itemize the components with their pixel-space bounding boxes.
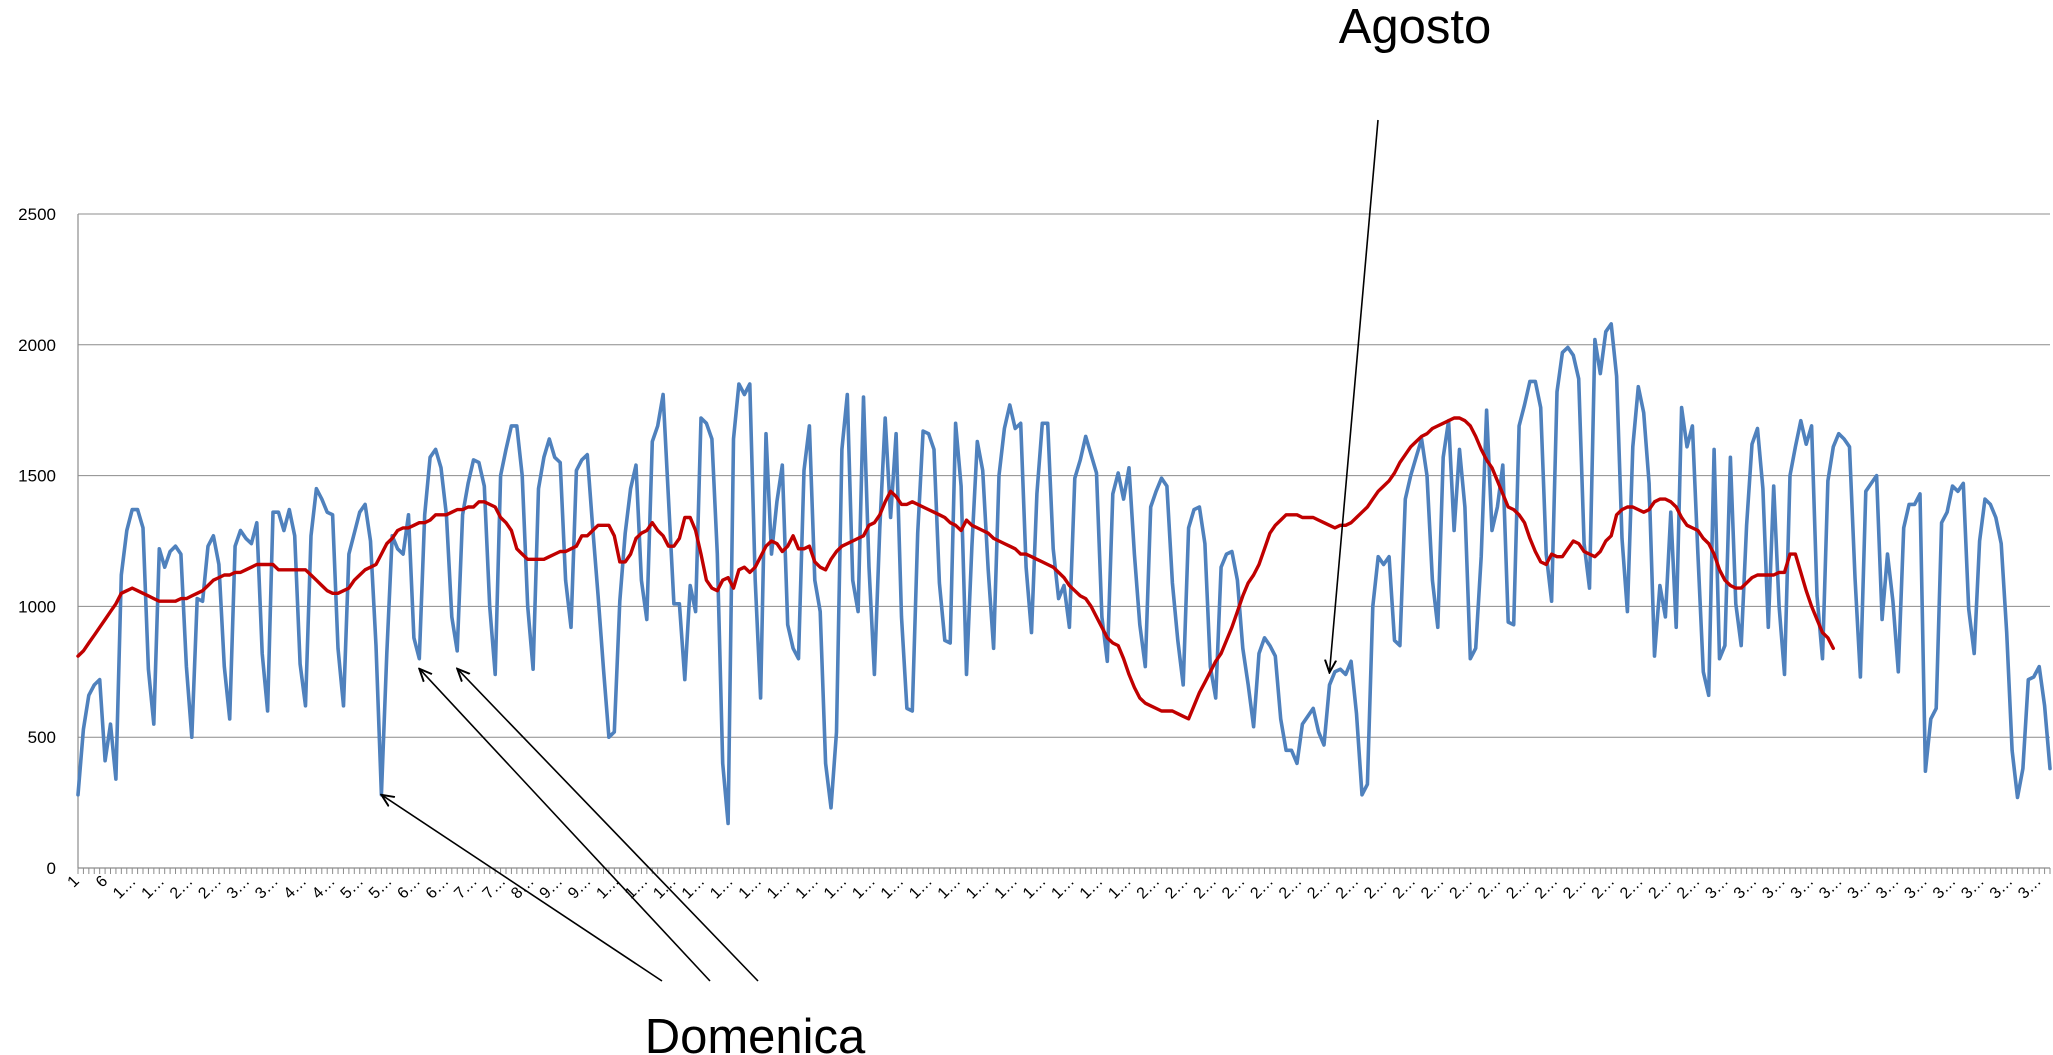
series-line-daily [76,322,2052,826]
x-tick-label: 4… [281,873,311,903]
x-tick-label: 9… [537,873,567,903]
grid-lines [78,213,2050,869]
x-tick-label: 1… [793,873,823,903]
x-tick-label: 2… [1134,873,1164,903]
x-tick-label: 1… [764,873,794,903]
y-tick-label: 1500 [18,467,56,486]
x-tick-label: 8… [508,873,538,903]
x-tick-label: 3… [1816,873,1846,903]
x-tick-label: 2… [1162,873,1192,903]
axes [77,214,2051,874]
x-tick-label: 2… [1532,873,1562,903]
x-tick-label: 9… [565,873,595,903]
x-tick-label: 2… [1646,873,1676,903]
y-axis-ticks: 0 500 1000 1500 2000 2500 [18,205,56,878]
arrow-domenica [381,795,663,982]
annotation-domenica: Domenica [645,1010,866,1055]
x-tick-label: 1… [736,873,766,903]
x-tick-label: 3… [252,873,282,903]
x-tick-label: 7… [451,873,481,903]
x-tick-label: 1… [906,873,936,903]
x-tick-label: 3… [1759,873,1789,903]
x-tick-label: 1… [622,873,652,903]
x-tick-label: 1… [110,873,140,903]
x-axis-ticks: 1 61…1…2…2…3…3…4…4…5…5…6…6…7…7…8…9…9…1…1…… [65,873,2045,903]
x-tick-label: 3… [1702,873,1732,903]
x-tick-label: 2… [167,873,197,903]
x-tick-label: 5… [338,873,368,903]
x-tick-label: 2… [1447,873,1477,903]
x-tick-label: 3… [1987,873,2017,903]
x-tick-label: 2… [1333,873,1363,903]
x-tick-label: 6… [394,873,424,903]
x-tick-label: 3… [1901,873,1931,903]
x-tick-label: 1… [679,873,709,903]
x-tick-label: 2… [1418,873,1448,903]
x-tick-label: 1… [707,873,737,903]
x-tick-label: 2… [1219,873,1249,903]
x-tick-label: 2… [1304,873,1334,903]
x-tick-label: 2… [1560,873,1590,903]
x-tick-label: 2… [1674,873,1704,903]
y-tick-label: 2500 [18,205,56,224]
arrow-domenica [457,669,759,982]
x-tick-label: 4… [309,873,339,903]
x-tick-label: 2… [1617,873,1647,903]
y-tick-label: 500 [28,728,56,747]
x-tick-label: 1… [1105,873,1135,903]
arrow-agosto [1329,119,1379,673]
arrow-domenica [419,669,711,982]
x-tick-label: 1 [65,873,83,891]
x-tick-label: 3… [1788,873,1818,903]
x-tick-label: 6 [93,873,111,891]
x-tick-label: 2… [1475,873,1505,903]
y-tick-label: 1000 [18,597,56,616]
x-tick-label: 6… [423,873,453,903]
x-tick-label: 3… [224,873,254,903]
x-tick-label: 3… [1958,873,1988,903]
x-tick-label: 3… [1930,873,1960,903]
x-tick-label: 2… [1503,873,1533,903]
x-tick-label: 1… [593,873,623,903]
x-tick-label: 3… [2015,873,2045,903]
series-lines [76,322,2052,826]
x-tick-label: 2… [1589,873,1619,903]
x-tick-label: 2… [1191,873,1221,903]
x-tick-label: 2… [195,873,225,903]
x-tick-label: 1… [1048,873,1078,903]
x-tick-label: 1… [821,873,851,903]
x-tick-label: 1… [1020,873,1050,903]
x-tick-label: 5… [366,873,396,903]
x-tick-label: 2… [1390,873,1420,903]
x-tick-label: 3… [1731,873,1761,903]
annotations: Agosto Domenica [381,0,1491,1055]
x-tick-label: 1… [992,873,1022,903]
x-tick-label: 1… [1077,873,1107,903]
x-tick-label: 1… [963,873,993,903]
annotation-agosto: Agosto [1339,0,1492,54]
x-tick-label: 2… [1276,873,1306,903]
x-tick-label: 3… [1873,873,1903,903]
x-tick-label: 1… [878,873,908,903]
y-tick-label: 0 [47,859,56,878]
y-tick-label: 2000 [18,336,56,355]
x-tick-label: 3… [1845,873,1875,903]
x-tick-label: 1… [650,873,680,903]
x-tick-label: 2… [1361,873,1391,903]
x-tick-label: 1… [935,873,965,903]
x-tick-label: 1… [139,873,169,903]
x-tick-label: 1… [849,873,879,903]
series-line-moving-average [76,416,1836,721]
x-tick-label: 2… [1247,873,1277,903]
